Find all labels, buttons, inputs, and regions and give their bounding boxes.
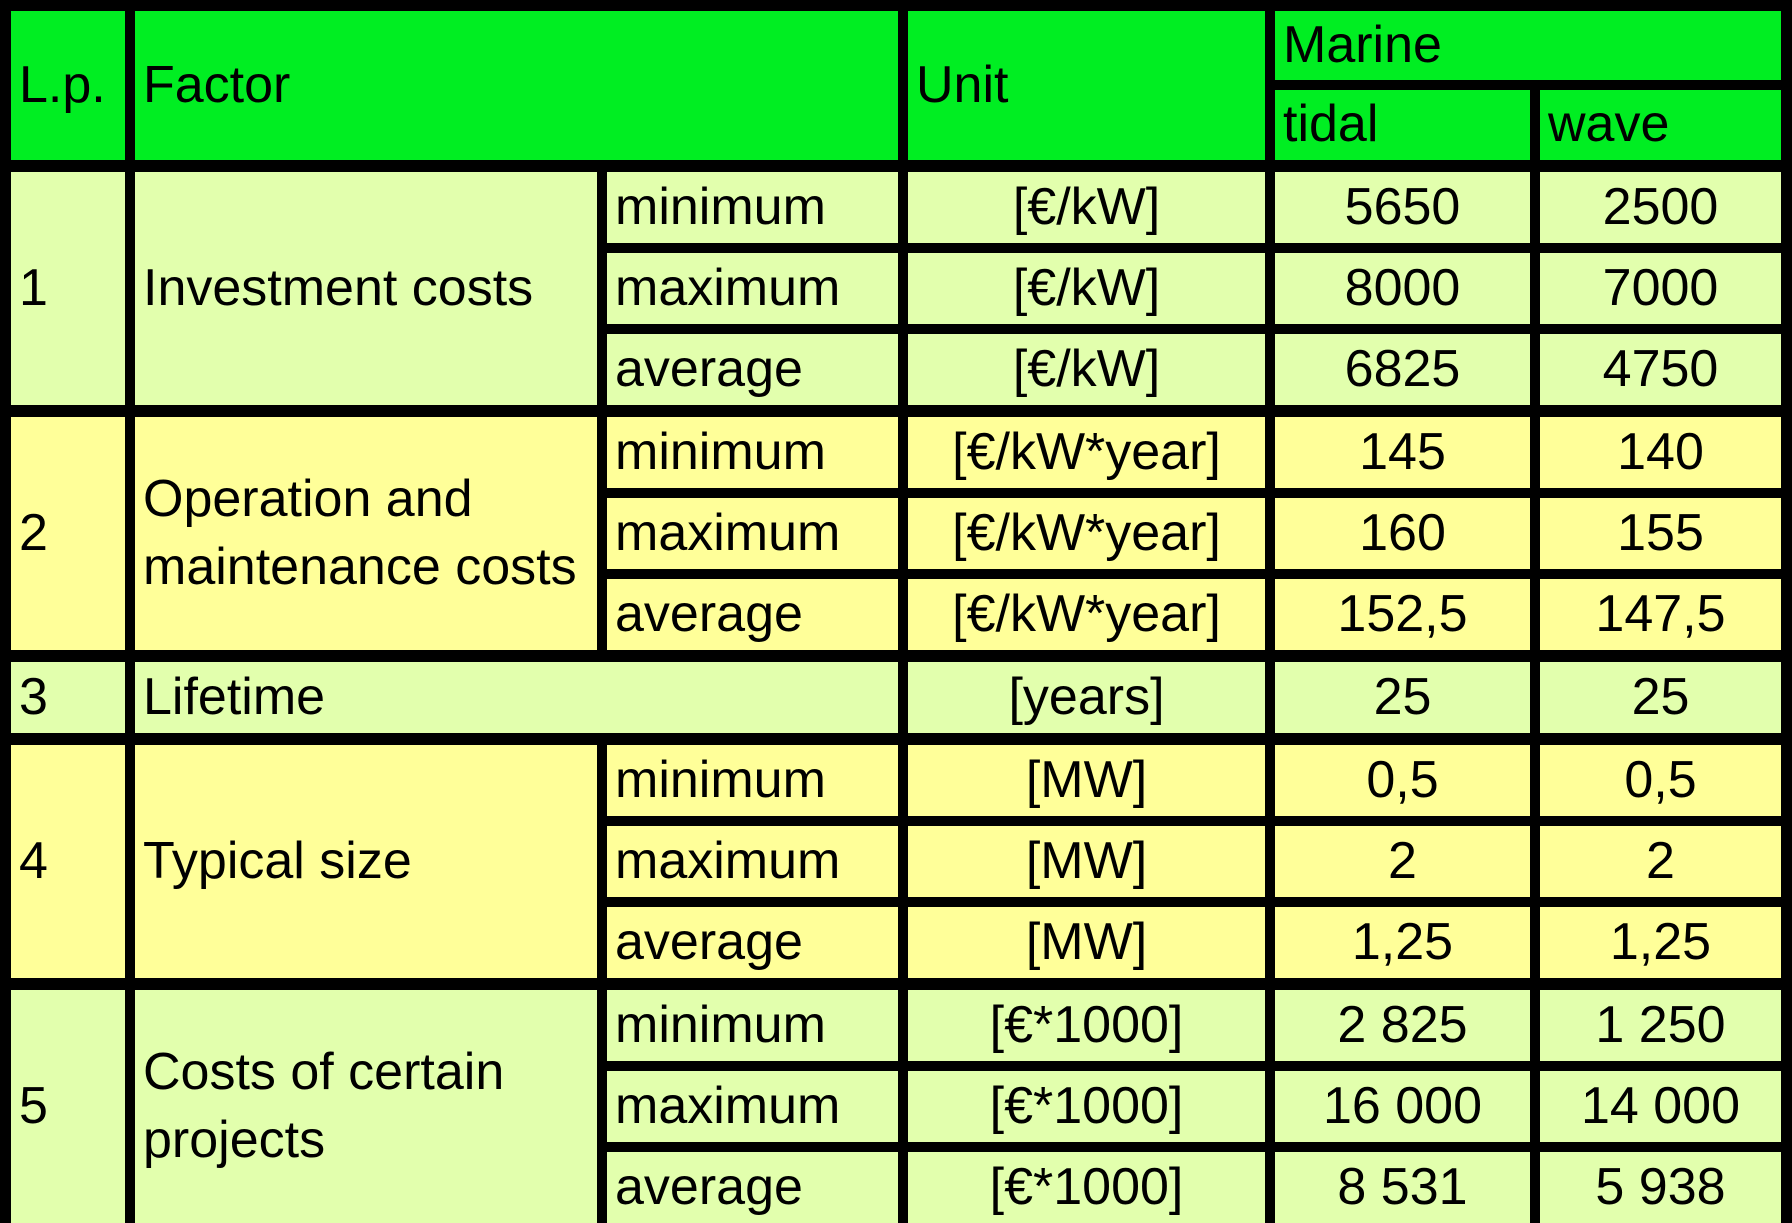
stat-label: average bbox=[607, 1152, 898, 1223]
stat-label: maximum bbox=[607, 498, 898, 569]
factor-name: Costs of certain projects bbox=[135, 990, 597, 1223]
wave-value: 1,25 bbox=[1540, 907, 1781, 978]
unit-cell: [MW] bbox=[908, 907, 1265, 978]
factor-name: Investment costs bbox=[135, 172, 597, 405]
row-number: 5 bbox=[11, 990, 125, 1223]
stat-label: average bbox=[607, 907, 898, 978]
unit-cell: [€*1000] bbox=[908, 1071, 1265, 1142]
factor-name: Typical size bbox=[135, 745, 597, 978]
wave-value: 4750 bbox=[1540, 334, 1781, 405]
unit-cell: [MW] bbox=[908, 826, 1265, 897]
wave-value: 155 bbox=[1540, 498, 1781, 569]
header-unit: Unit bbox=[908, 11, 1265, 160]
row-number: 3 bbox=[11, 662, 125, 733]
wave-value: 25 bbox=[1540, 662, 1781, 733]
tidal-value: 8 531 bbox=[1275, 1152, 1530, 1223]
tidal-value: 25 bbox=[1275, 662, 1530, 733]
stat-label: maximum bbox=[607, 826, 898, 897]
unit-cell: [€/kW*year] bbox=[908, 498, 1265, 569]
unit-cell: [€/kW] bbox=[908, 253, 1265, 324]
tidal-value: 145 bbox=[1275, 417, 1530, 488]
row-number: 4 bbox=[11, 745, 125, 978]
wave-value: 2500 bbox=[1540, 172, 1781, 243]
factor-name: Lifetime bbox=[135, 662, 898, 733]
tidal-value: 152,5 bbox=[1275, 579, 1530, 650]
wave-value: 2 bbox=[1540, 826, 1781, 897]
stat-label: maximum bbox=[607, 1071, 898, 1142]
factor-name: Operation and maintenance costs bbox=[135, 417, 597, 650]
wave-value: 140 bbox=[1540, 417, 1781, 488]
wave-value: 7000 bbox=[1540, 253, 1781, 324]
tidal-value: 5650 bbox=[1275, 172, 1530, 243]
tidal-value: 1,25 bbox=[1275, 907, 1530, 978]
stat-label: minimum bbox=[607, 417, 898, 488]
header-lp: L.p. bbox=[11, 11, 125, 160]
unit-cell: [years] bbox=[908, 662, 1265, 733]
tidal-value: 2 825 bbox=[1275, 990, 1530, 1061]
stat-label: maximum bbox=[607, 253, 898, 324]
unit-cell: [€*1000] bbox=[908, 1152, 1265, 1223]
stat-label: minimum bbox=[607, 172, 898, 243]
header-wave: wave bbox=[1540, 90, 1781, 160]
stat-label: minimum bbox=[607, 745, 898, 816]
stat-label: minimum bbox=[607, 990, 898, 1061]
tidal-value: 8000 bbox=[1275, 253, 1530, 324]
unit-cell: [€/kW*year] bbox=[908, 417, 1265, 488]
header-marine: Marine bbox=[1275, 11, 1781, 80]
unit-cell: [€/kW] bbox=[908, 334, 1265, 405]
tidal-value: 2 bbox=[1275, 826, 1530, 897]
unit-cell: [€*1000] bbox=[908, 990, 1265, 1061]
header-tidal: tidal bbox=[1275, 90, 1530, 160]
row-number: 1 bbox=[11, 172, 125, 405]
stat-label: average bbox=[607, 334, 898, 405]
wave-value: 1 250 bbox=[1540, 990, 1781, 1061]
wave-value: 5 938 bbox=[1540, 1152, 1781, 1223]
wave-value: 147,5 bbox=[1540, 579, 1781, 650]
wave-value: 14 000 bbox=[1540, 1071, 1781, 1142]
tidal-value: 0,5 bbox=[1275, 745, 1530, 816]
tidal-value: 6825 bbox=[1275, 334, 1530, 405]
wave-value: 0,5 bbox=[1540, 745, 1781, 816]
tidal-value: 160 bbox=[1275, 498, 1530, 569]
stat-label: average bbox=[607, 579, 898, 650]
tidal-value: 16 000 bbox=[1275, 1071, 1530, 1142]
header-factor: Factor bbox=[135, 11, 898, 160]
unit-cell: [€/kW*year] bbox=[908, 579, 1265, 650]
row-number: 2 bbox=[11, 417, 125, 650]
unit-cell: [€/kW] bbox=[908, 172, 1265, 243]
unit-cell: [MW] bbox=[908, 745, 1265, 816]
